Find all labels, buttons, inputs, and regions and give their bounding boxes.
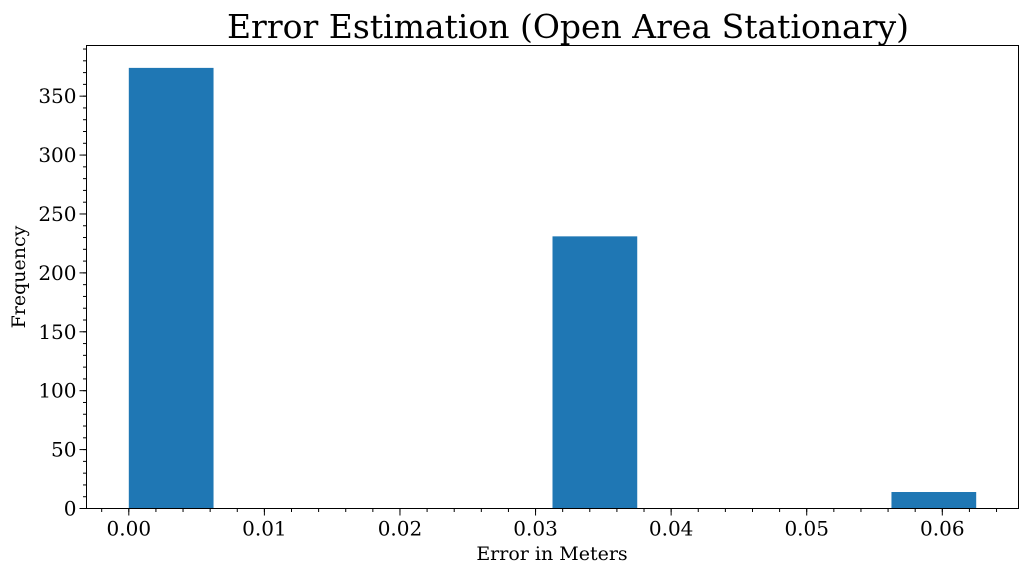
x-axis-label: Error in Meters (476, 543, 627, 565)
y-tick-label: 300 (38, 143, 76, 167)
x-tick-label: 0.02 (378, 517, 423, 541)
y-tick-label: 0 (64, 497, 77, 521)
y-tick-label: 150 (38, 320, 76, 344)
plot-area: 0.00 0.01 0.02 0.03 0.04 0.05 0.06 0 50 100 150 20… (38, 45, 1019, 541)
x-tick-label: 0.06 (920, 517, 965, 541)
bars-group (128, 67, 977, 509)
histogram-bar-9 (891, 492, 977, 509)
y-tick-label: 200 (38, 261, 76, 285)
y-axis-label: Frequency (8, 225, 30, 328)
x-axis-ticks: 0.00 0.01 0.02 0.03 0.04 0.05 0.06 (101, 508, 998, 541)
y-tick-label: 100 (38, 379, 76, 403)
y-tick-label: 50 (51, 438, 76, 462)
x-tick-label: 0.00 (107, 517, 152, 541)
axes-frame (86, 45, 1019, 509)
y-axis-ticks: 0 50 100 150 200 250 300 350 (38, 48, 87, 521)
histogram-bar-5 (552, 236, 638, 509)
y-tick-label: 250 (38, 202, 76, 226)
y-tick-label: 350 (38, 84, 76, 108)
chart-title: Error Estimation (Open Area Stationary) (227, 7, 909, 46)
histogram-bar-0 (128, 67, 214, 509)
x-tick-label: 0.03 (513, 517, 558, 541)
x-tick-label: 0.01 (242, 517, 287, 541)
x-tick-label: 0.04 (649, 517, 694, 541)
x-tick-label: 0.05 (784, 517, 829, 541)
